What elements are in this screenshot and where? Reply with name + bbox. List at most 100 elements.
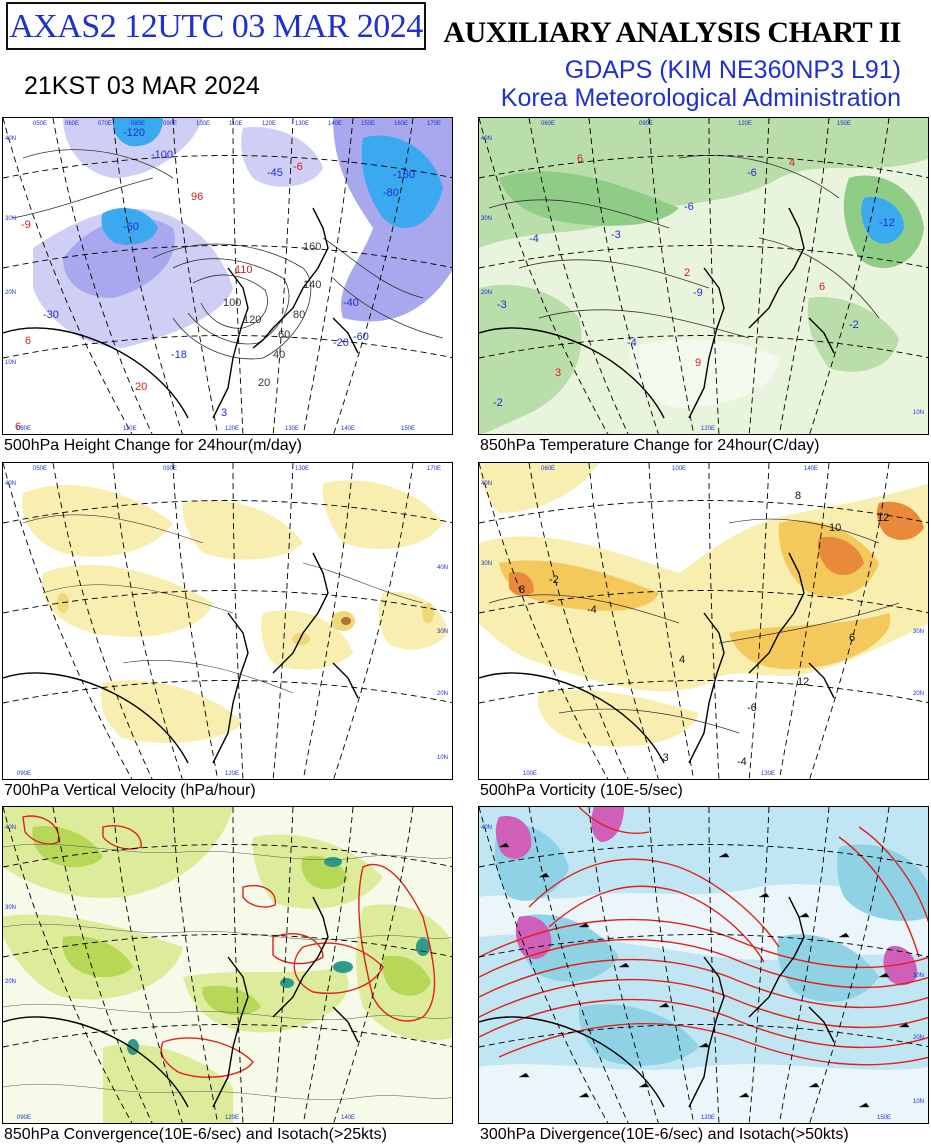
panel-850hpa-temperature-change[interactable]: -6 -3 -9 -12 -2 -4 -6 -3 3 6 9 4 2 6 -2 … xyxy=(478,117,929,435)
lon-tick-label: 140E xyxy=(341,426,355,432)
contour-label: 6 xyxy=(25,335,31,347)
contour-label: -2 xyxy=(549,574,559,586)
lon-tick-label: 140E xyxy=(804,466,818,472)
agency-label: Korea Meteorological Administration xyxy=(500,84,901,112)
lat-tick-label: 20N xyxy=(913,691,924,697)
lat-tick-label: 40N xyxy=(5,825,16,831)
lon-tick-label: 120E xyxy=(701,1115,715,1121)
lat-tick-label: 40N xyxy=(5,481,16,487)
contour-label: -2 xyxy=(849,319,859,331)
lon-tick-label: 080E xyxy=(131,121,145,127)
lon-tick-label: 140E xyxy=(341,1115,355,1121)
lat-tick-label: 20N xyxy=(437,691,448,697)
lon-tick-label: 170E xyxy=(427,121,441,127)
contour-label: -6 xyxy=(747,167,757,179)
contour-label: -100 xyxy=(151,149,173,161)
lon-tick-label: 050E xyxy=(33,121,47,127)
contour-label: -45 xyxy=(267,167,283,179)
panel-caption: 500hPa Height Change for 24hour(m/day) xyxy=(4,437,302,454)
contour-label: 8 xyxy=(795,490,801,502)
lon-tick-label: 150E xyxy=(401,426,415,432)
panel-500hpa-height-change[interactable]: -45 -60 -18 -20 -40 -60 -80 -100 -120 -1… xyxy=(2,117,453,435)
lon-tick-label: 130E xyxy=(285,426,299,432)
lon-tick-label: 120E xyxy=(225,1115,239,1121)
lat-tick-label: 40N xyxy=(481,481,492,487)
contour-label: -80 xyxy=(383,187,399,199)
lat-tick-label: 40N xyxy=(5,136,16,142)
contour-label: -4 xyxy=(587,604,597,616)
panel-500hpa-vorticity[interactable]: -4 -6 -3 -2 -4 8 10 12 6 4 8 12 060E 100… xyxy=(478,462,929,780)
contour-label: -9 xyxy=(693,287,703,299)
lon-tick-label: 120E xyxy=(225,771,239,777)
lon-tick-label: 090E xyxy=(163,121,177,127)
chart-id-text: AXAS2 12UTC 03 MAR 2024 xyxy=(9,8,423,45)
contour-label: 120 xyxy=(243,314,261,326)
contour-label: 6 xyxy=(577,153,583,165)
lon-tick-label: 090E xyxy=(17,426,31,432)
lon-tick-label: 090E xyxy=(17,771,31,777)
lat-tick-label: 20N xyxy=(5,979,16,985)
contour-label: 100 xyxy=(223,297,241,309)
lat-tick-label: 40N xyxy=(481,825,492,831)
panel-300hpa-divergence-isotach[interactable]: 40N 30N 20N 10N 120E 150E xyxy=(478,806,929,1124)
lat-tick-label: 30N xyxy=(437,629,448,635)
lat-tick-label: 40N xyxy=(437,565,448,571)
lat-tick-label: 20N xyxy=(5,290,16,296)
contour-label: 4 xyxy=(679,654,685,666)
contour-label: -4 xyxy=(737,756,747,768)
lat-tick-label: 20N xyxy=(481,290,492,296)
contour-label: 4 xyxy=(789,157,795,169)
map-500hpa-vorticity: -4 -6 -3 -2 -4 8 10 12 6 4 8 12 060E 100… xyxy=(479,463,928,779)
contour-label: -30 xyxy=(43,309,59,321)
contour-label: 140 xyxy=(303,279,321,291)
lon-tick-label: 090E xyxy=(163,466,177,472)
panel-700hpa-vertical-velocity[interactable]: 050E 090E 130E 170E 40N 40N 30N 20N 10N … xyxy=(2,462,453,780)
panel-caption: 500hPa Vorticity (10E-5/sec) xyxy=(480,782,683,799)
lon-tick-label: 130E xyxy=(295,466,309,472)
contour-label: 6 xyxy=(15,421,21,433)
panel-caption: 300hPa Divergence(10E-6/sec) and Isotach… xyxy=(480,1126,849,1143)
lon-tick-label: 060E xyxy=(541,121,555,127)
lat-tick-label: 20N xyxy=(913,1035,924,1041)
lon-tick-label: 050E xyxy=(33,466,47,472)
lat-tick-label: 10N xyxy=(913,410,924,416)
contour-label: -6 xyxy=(747,702,757,714)
contour-label: 110 xyxy=(235,264,253,276)
panel-caption: 850hPa Temperature Change for 24hour(C/d… xyxy=(480,437,820,454)
lon-tick-label: 120E xyxy=(262,121,276,127)
lon-tick-label: 140E xyxy=(328,121,342,127)
contour-label: 40 xyxy=(273,349,285,361)
lat-tick-label: 30N xyxy=(913,973,924,979)
model-label: GDAPS (KIM NE360NP3 L91) xyxy=(564,56,901,84)
lon-tick-label: 150E xyxy=(837,121,851,127)
contour-label: 160 xyxy=(303,241,321,253)
lon-tick-label: 100E xyxy=(196,121,210,127)
contour-label: -120 xyxy=(123,127,145,139)
lat-tick-label: 30N xyxy=(5,216,16,222)
contour-label: 8 xyxy=(519,584,525,596)
contour-label: 10 xyxy=(829,522,841,534)
contour-label: -3 xyxy=(497,299,507,311)
lon-tick-label: 160E xyxy=(394,121,408,127)
map-700hpa-vertical-velocity: 050E 090E 130E 170E 40N 40N 30N 20N 10N … xyxy=(3,463,452,779)
contour-label: -9 xyxy=(21,219,31,231)
contour-label: 12 xyxy=(877,512,889,524)
contour-label: -6 xyxy=(293,161,303,173)
contour-label: 12 xyxy=(797,676,809,688)
contour-label: 80 xyxy=(293,309,305,321)
lon-tick-label: 120E xyxy=(225,426,239,432)
lat-tick-label: 30N xyxy=(481,561,492,567)
contour-label: -20 xyxy=(333,337,349,349)
contour-label: -12 xyxy=(879,217,895,229)
contour-label: -160 xyxy=(393,169,415,181)
map-500hpa-height-change: -45 -60 -18 -20 -40 -60 -80 -100 -120 -1… xyxy=(3,118,452,434)
contour-label: 6 xyxy=(849,632,855,644)
contour-label: -6 xyxy=(684,201,694,213)
lon-tick-label: 090E xyxy=(639,121,653,127)
contour-label: -4 xyxy=(627,337,637,349)
contour-label: 6 xyxy=(819,281,825,293)
panel-850hpa-convergence-isotach[interactable]: 40N 30N 20N 090E 120E 140E xyxy=(2,806,453,1124)
lon-tick-label: 120E xyxy=(738,121,752,127)
lat-tick-label: 10N xyxy=(913,1099,924,1105)
lon-tick-label: 100E xyxy=(523,771,537,777)
